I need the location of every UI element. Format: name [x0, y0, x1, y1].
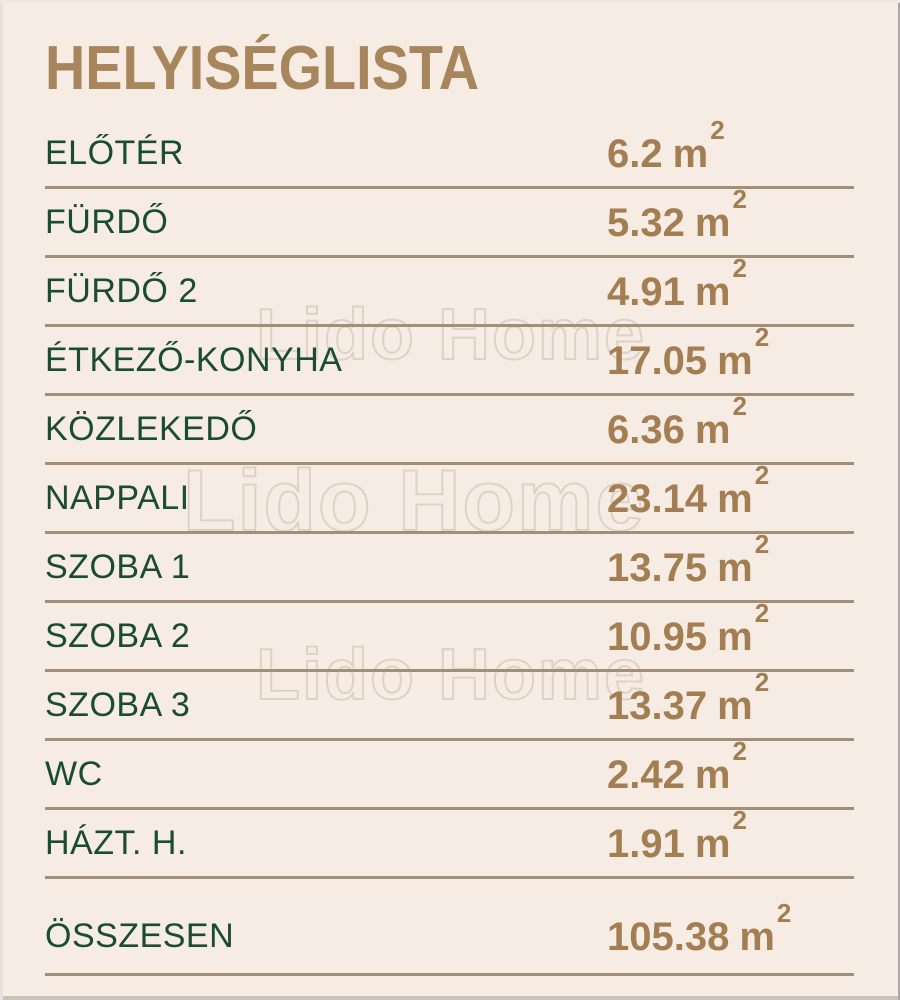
unit-exponent: 2: [732, 183, 747, 214]
room-table: ELŐTÉR 6.2 m2 FÜRDŐ 5.32 m2 FÜRDŐ 2 4.91 m2…: [45, 114, 854, 976]
table-row: KÖZLEKEDŐ 6.36 m2: [45, 390, 854, 465]
room-name: WC: [45, 754, 103, 793]
total-area: 105.38 m2: [607, 897, 792, 960]
area-value: 5.32: [607, 201, 685, 246]
room-name: KÖZLEKEDŐ: [45, 409, 258, 448]
table-row: HÁZT. H. 1.91 m2: [45, 804, 854, 879]
unit-exponent: 2: [776, 897, 792, 928]
area-value: 17.05: [607, 339, 708, 384]
table-row: ÉTKEZŐ-KONYHA 17.05 m2: [45, 321, 854, 396]
table-row: FÜRDŐ 2 4.91 m2: [45, 252, 854, 327]
room-area: 10.95 m2: [607, 597, 770, 660]
table-row: NAPPALI 23.14 m2: [45, 459, 854, 534]
area-unit: m2: [694, 735, 747, 798]
room-area: 17.05 m2: [607, 321, 770, 384]
area-value: 2.42: [607, 753, 685, 798]
area-unit: m2: [739, 897, 792, 960]
area-value: 4.91: [607, 270, 685, 315]
room-name: ÉTKEZŐ-KONYHA: [45, 340, 343, 379]
unit-exponent: 2: [732, 390, 747, 421]
room-name: ELŐTÉR: [45, 133, 185, 172]
room-area: 13.75 m2: [607, 528, 770, 591]
unit-exponent: 2: [732, 804, 747, 835]
room-name: SZOBA 2: [45, 616, 191, 655]
unit-exponent: 2: [754, 459, 770, 490]
area-unit: m2: [717, 321, 770, 384]
unit-exponent: 2: [754, 666, 770, 697]
area-unit: m2: [717, 597, 770, 660]
unit-exponent: 2: [732, 252, 747, 283]
room-name: HÁZT. H.: [45, 823, 187, 862]
area-value: 13.37: [607, 684, 708, 729]
unit-exponent: 2: [754, 597, 770, 628]
area-value: 1.91: [607, 822, 685, 867]
area-unit: m2: [672, 114, 725, 177]
table-row: FÜRDŐ 5.32 m2: [45, 183, 854, 258]
area-value: 23.14: [607, 477, 708, 522]
area-unit: m2: [694, 252, 747, 315]
room-area: 6.2 m2: [607, 114, 725, 177]
table-row: SZOBA 3 13.37 m2: [45, 666, 854, 741]
table-row: WC 2.42 m2: [45, 735, 854, 810]
room-area: 4.91 m2: [607, 252, 747, 315]
area-unit: m2: [694, 390, 747, 453]
area-unit: m2: [717, 459, 770, 522]
area-value: 6.2: [607, 132, 663, 177]
area-value: 10.95: [607, 615, 708, 660]
table-row: SZOBA 2 10.95 m2: [45, 597, 854, 672]
room-area: 23.14 m2: [607, 459, 770, 522]
total-row: ÖSSZESEN 105.38 m2: [45, 897, 854, 976]
area-unit: m2: [694, 183, 747, 246]
page-title: HELYISÉGLISTA: [45, 34, 480, 103]
room-name: FÜRDŐ: [45, 202, 169, 241]
room-name: SZOBA 3: [45, 685, 191, 724]
table-row: SZOBA 1 13.75 m2: [45, 528, 854, 603]
unit-exponent: 2: [732, 735, 747, 766]
room-name: FÜRDŐ 2: [45, 271, 198, 310]
room-name: SZOBA 1: [45, 547, 191, 586]
area-value: 13.75: [607, 546, 708, 591]
room-name: NAPPALI: [45, 478, 190, 517]
room-area: 13.37 m2: [607, 666, 770, 729]
room-area: 2.42 m2: [607, 735, 747, 798]
room-list-content: HELYISÉGLISTA ELŐTÉR 6.2 m2 FÜRDŐ 5.32 m2 …: [45, 34, 854, 976]
room-area: 5.32 m2: [607, 183, 747, 246]
area-unit: m2: [717, 666, 770, 729]
unit-exponent: 2: [710, 114, 725, 145]
unit-exponent: 2: [754, 321, 770, 352]
table-row: ELŐTÉR 6.2 m2: [45, 114, 854, 189]
total-label: ÖSSZESEN: [45, 916, 235, 955]
area-value: 6.36: [607, 408, 685, 453]
area-value: 105.38: [607, 915, 730, 960]
area-unit: m2: [717, 528, 770, 591]
room-area: 1.91 m2: [607, 804, 747, 867]
room-area: 6.36 m2: [607, 390, 747, 453]
area-unit: m2: [694, 804, 747, 867]
unit-exponent: 2: [754, 528, 770, 559]
